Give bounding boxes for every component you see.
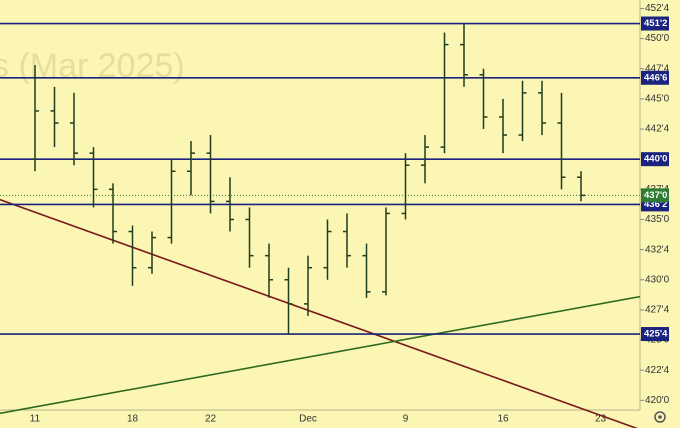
level-label: 440'0	[644, 154, 667, 165]
level-label: 446'6	[644, 72, 667, 83]
x-tick-label: 16	[497, 414, 509, 425]
level-label: 451'2	[644, 18, 667, 29]
y-tick-label: 432'4	[645, 244, 670, 255]
x-tick-label: 9	[403, 414, 409, 425]
y-tick-label: 422'4	[645, 365, 670, 376]
last-price-box	[641, 188, 669, 203]
y-tick-label: 445'0	[645, 94, 670, 105]
y-tick-label: 427'4	[645, 305, 670, 316]
level-label: 436'2	[644, 199, 667, 210]
settings-icon[interactable]	[654, 411, 666, 423]
y-tick-label: 430'0	[645, 274, 670, 285]
y-tick-label: 435'0	[645, 214, 670, 225]
trend-line	[0, 198, 639, 428]
last-price-label: 437'0	[644, 190, 667, 201]
x-tick-label: 18	[127, 414, 139, 425]
level-label-box	[641, 152, 669, 167]
y-tick-label: 452'4	[645, 3, 670, 14]
y-tick-label: 450'0	[645, 33, 670, 44]
x-tick-label: Dec	[299, 414, 317, 425]
y-tick-label: 420'0	[645, 395, 670, 406]
settings-icon-dot	[658, 415, 662, 419]
x-tick-label: 11	[30, 414, 41, 425]
level-label-box	[641, 16, 669, 31]
x-tick-label: 22	[205, 414, 217, 425]
level-label-box	[641, 70, 669, 85]
x-tick-label: 23	[595, 414, 607, 425]
y-tick-label: 442'4	[645, 124, 670, 135]
level-label: 425'4	[644, 329, 668, 340]
y-tick-label: 447'4	[645, 63, 670, 74]
level-label-box	[641, 327, 669, 342]
watermark: s (Mar 2025)	[0, 47, 185, 85]
trend-line	[0, 295, 641, 415]
